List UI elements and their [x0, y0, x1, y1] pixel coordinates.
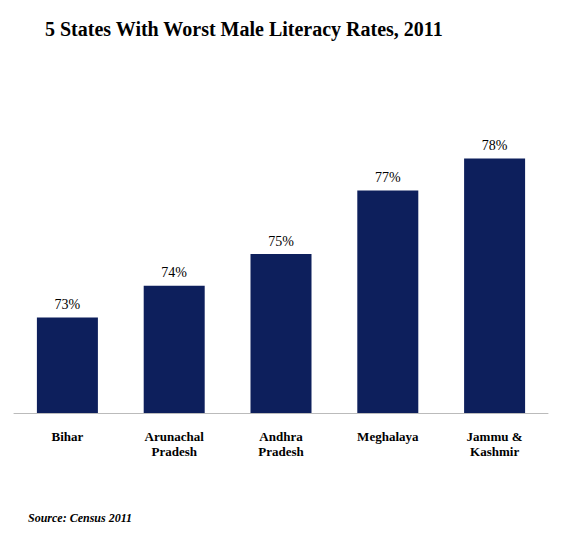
svg-text:Pradesh: Pradesh: [151, 444, 197, 459]
svg-text:Source: Census 2011: Source: Census 2011: [28, 511, 132, 525]
svg-text:Bihar: Bihar: [52, 429, 84, 444]
svg-text:74%: 74%: [161, 265, 187, 280]
svg-text:Arunachal: Arunachal: [145, 429, 205, 444]
svg-text:Kashmir: Kashmir: [470, 444, 519, 459]
svg-text:Pradesh: Pradesh: [258, 444, 304, 459]
svg-text:73%: 73%: [55, 297, 81, 312]
svg-text:75%: 75%: [268, 234, 294, 249]
svg-text:5 States With Worst Male Liter: 5 States With Worst Male Literacy Rates,…: [45, 18, 443, 41]
svg-text:Jammu &: Jammu &: [467, 429, 523, 444]
svg-text:77%: 77%: [375, 170, 401, 185]
svg-text:78%: 78%: [482, 138, 508, 153]
svg-text:Andhra: Andhra: [259, 429, 303, 444]
svg-text:Meghalaya: Meghalaya: [357, 429, 419, 444]
